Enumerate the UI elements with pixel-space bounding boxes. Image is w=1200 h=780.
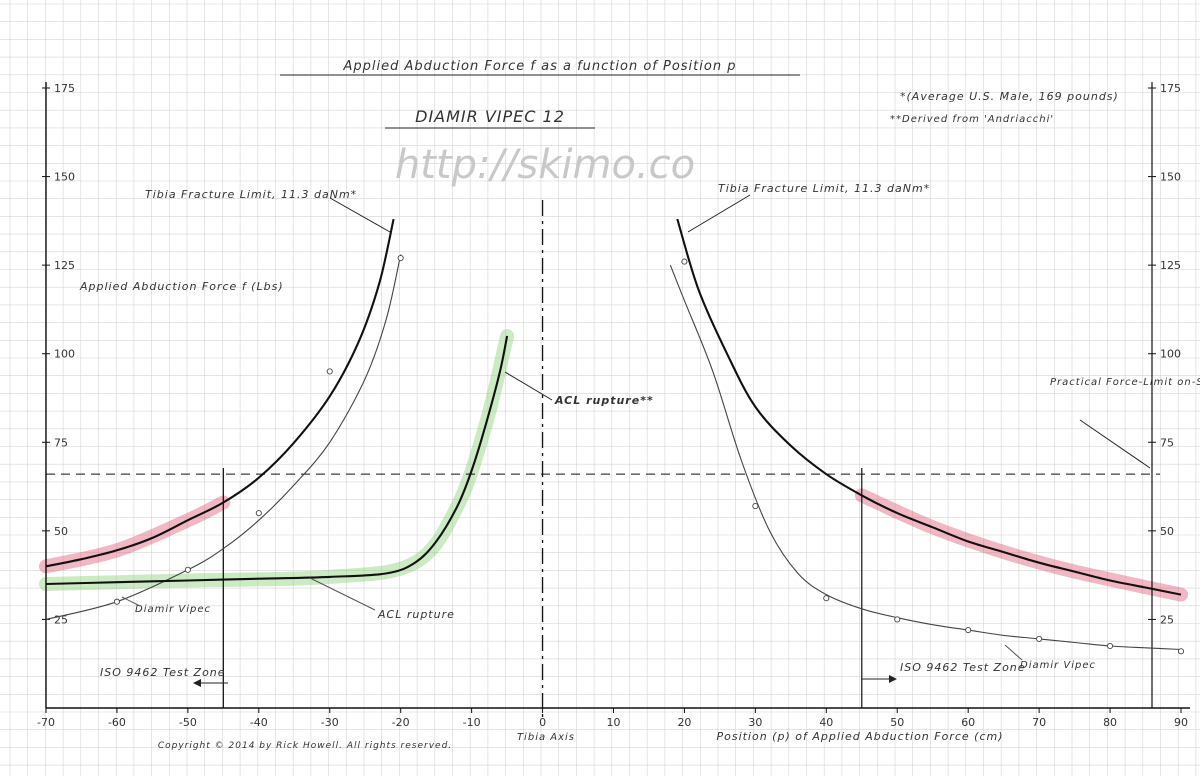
x-tick-label: 10 — [607, 716, 621, 729]
reference-lines — [46, 200, 1160, 722]
x-tick-label: -70 — [37, 716, 55, 729]
watermark: http://skimo.co — [395, 142, 695, 188]
annotation-iso-left: ISO 9462 Test Zone — [100, 666, 226, 679]
y-tick-label-right: 175 — [1160, 82, 1181, 95]
y-tick-label-left: 150 — [54, 171, 75, 184]
leader-acl-thin — [309, 577, 376, 611]
y-axis-label: Applied Abduction Force f (Lbs) — [79, 280, 284, 293]
x-tick-label: 40 — [819, 716, 833, 729]
data-point — [1177, 648, 1185, 655]
series-line-3-0 — [45, 335, 509, 586]
band-tibia-limit-right — [854, 488, 1188, 602]
y-tick-label-left: 100 — [54, 348, 75, 361]
y-tick-label-left: 175 — [54, 82, 75, 95]
x-tick-label: -40 — [250, 716, 268, 729]
data-point — [113, 598, 120, 605]
annotation-acl-bold: ACL rupture** — [554, 394, 654, 407]
series-layer — [45, 218, 1182, 651]
chart-title: Applied Abduction Force f as a function … — [343, 59, 737, 74]
y-tick-label-right: 100 — [1160, 348, 1181, 361]
data-points — [113, 255, 1185, 655]
data-point — [894, 616, 901, 623]
chart-subtitle: DIAMIR VIPEC 12 — [415, 107, 565, 126]
x-tick-label: -60 — [108, 716, 126, 729]
x-tick-label: -10 — [463, 716, 481, 729]
iso-right-arrowhead — [889, 675, 897, 683]
y-tick-label-right: 50 — [1160, 525, 1174, 538]
x-tick-label: 70 — [1032, 716, 1046, 729]
x-tick-label: 50 — [890, 716, 904, 729]
x-tick-label: 80 — [1103, 716, 1117, 729]
series-line-0-0 — [45, 218, 395, 568]
y-tick-label-right: 150 — [1160, 171, 1181, 184]
x-tick-label: -20 — [392, 716, 410, 729]
x-tick-label: 20 — [677, 716, 691, 729]
annotation-iso-right: ISO 9462 Test Zone — [900, 661, 1026, 674]
data-point — [823, 595, 830, 602]
y-tick-label-left: 75 — [54, 436, 68, 449]
leader-acl-bold — [504, 371, 553, 401]
y-tick-label-left: 125 — [54, 259, 75, 272]
y-tick-label-left: 50 — [54, 525, 68, 538]
data-point — [965, 627, 972, 634]
data-point — [397, 255, 404, 262]
data-point — [752, 503, 759, 510]
y-tick-label-right: 125 — [1160, 259, 1181, 272]
leader-diamir-left — [121, 596, 141, 607]
data-point — [681, 258, 688, 265]
y-tick-label-right: 75 — [1160, 436, 1174, 449]
axes: -70 -60 -50 -40 -30 -20 -10 0 10 20 30 40 50 60 70 80 90… — [37, 82, 1190, 729]
leader-diamir-right — [1004, 644, 1023, 661]
series-line-1-0 — [45, 254, 402, 620]
x-tick-label: 60 — [961, 716, 975, 729]
leader-tibia-right — [687, 194, 751, 233]
footnote-2: **Derived from 'Andriacchi' — [890, 114, 1054, 125]
band-tibia-limit-left — [39, 495, 231, 574]
footnote-1: *(Average U.S. Male, 169 pounds) — [900, 90, 1119, 103]
iso-left-arrowhead — [193, 679, 201, 687]
annotation-acl-thin: ACL rupture — [377, 608, 455, 621]
x-tick-label: -30 — [321, 716, 339, 729]
data-point — [326, 368, 333, 375]
leader-practical-limit — [1079, 419, 1151, 469]
shaded-bands — [39, 329, 1188, 602]
x-axis-label: Position (p) of Applied Abduction Force … — [716, 730, 1003, 743]
annotation-tibia-left: Tibia Fracture Limit, 11.3 daNm* — [145, 188, 357, 201]
annotation-diamir-left: Diamir Vipec — [135, 604, 211, 615]
annotation-practical-limit: Practical Force-Limit on-Slope — [1050, 377, 1200, 388]
series-line-1-1 — [669, 264, 1182, 651]
annotation-diamir-right: Diamir Vipec — [1020, 660, 1096, 671]
data-point — [1107, 642, 1114, 650]
x-tick-label: -50 — [179, 716, 197, 729]
x-tick-label: 30 — [748, 716, 762, 729]
annotation-tibia-right: Tibia Fracture Limit, 11.3 daNm* — [718, 182, 930, 195]
data-point — [184, 566, 191, 573]
series-line-0-1 — [676, 218, 1182, 596]
copyright: Copyright © 2014 by Rick Howell. All rig… — [158, 741, 452, 751]
data-point — [1036, 635, 1043, 642]
tibia-axis-label: Tibia Axis — [517, 732, 575, 743]
leader-tibia-left — [329, 197, 391, 233]
x-tick-label: 90 — [1174, 716, 1188, 729]
data-point — [255, 510, 262, 517]
y-tick-label-right: 25 — [1160, 613, 1174, 626]
x-tick-label: 0 — [539, 716, 546, 729]
